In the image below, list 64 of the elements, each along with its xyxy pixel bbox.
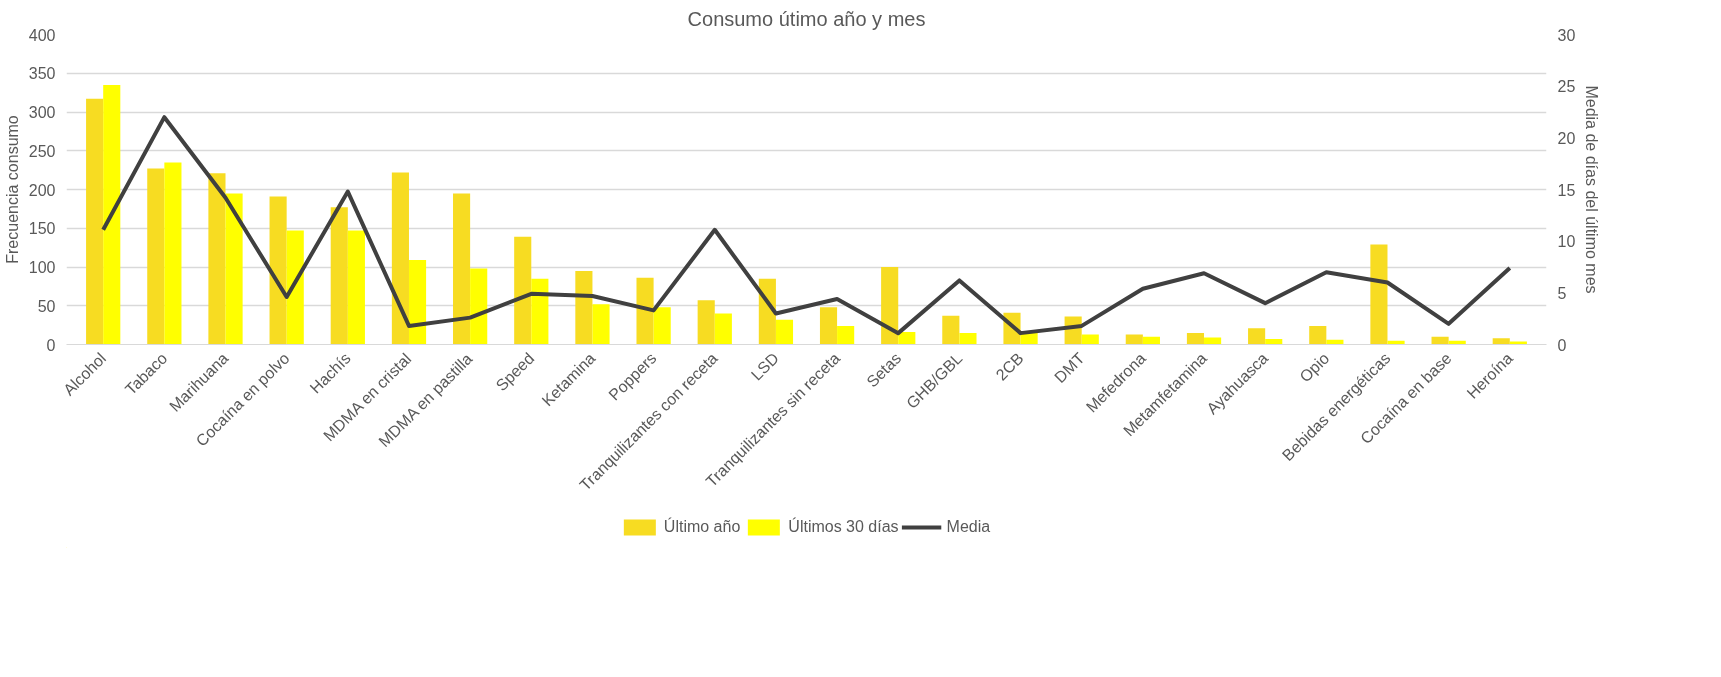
y2-tick-label: 10 (1557, 233, 1576, 251)
y2-tick-label: 30 (1557, 26, 1576, 44)
legend-label: Media (946, 518, 991, 536)
chart-title: Consumo útimo año y mes (687, 7, 926, 30)
bar (1186, 332, 1205, 345)
bar (286, 230, 304, 345)
y2-tick-label: 0 (1557, 336, 1567, 354)
bar (1309, 325, 1327, 345)
bar (653, 307, 671, 345)
bar (470, 268, 488, 345)
bar (391, 172, 409, 345)
bar (898, 332, 916, 345)
bar (592, 304, 610, 345)
bar (164, 162, 182, 345)
bar (636, 277, 654, 345)
bar (775, 319, 794, 345)
bar (1125, 334, 1143, 345)
bar (837, 325, 855, 345)
bar (208, 173, 226, 345)
bar (1509, 341, 1527, 345)
y-tick-label: 400 (28, 26, 56, 44)
bar (347, 230, 365, 345)
bar (225, 193, 243, 345)
y2-tick-label: 20 (1557, 129, 1576, 147)
bar (453, 193, 471, 345)
y-tick-label: 50 (37, 297, 56, 315)
bar (714, 313, 732, 345)
bar (575, 270, 593, 345)
y-tick-label: 200 (28, 181, 56, 199)
bar (330, 207, 348, 345)
bar (1370, 244, 1388, 345)
y-tick-label: 100 (28, 259, 56, 276)
bar (697, 300, 715, 345)
bar (1081, 334, 1099, 345)
bar (514, 236, 532, 345)
legend-label: Último año (663, 518, 741, 536)
x-tick-label: 2CB (992, 349, 1027, 384)
bar (1265, 339, 1283, 345)
y-tick-label: 300 (28, 104, 56, 121)
y-tick-label: 0 (46, 336, 56, 354)
y2-tick-label: 15 (1557, 181, 1576, 199)
y-axis-title: Frecuencia consumo (3, 115, 21, 264)
y-tick-label: 250 (28, 142, 56, 160)
legend-label: Últimos 30 días (788, 518, 899, 536)
y2-axis-title: Media de días del último mes (1583, 85, 1601, 294)
bar (881, 267, 899, 345)
y2-tick-label: 5 (1557, 284, 1567, 302)
y2-tick-label: 25 (1557, 78, 1576, 96)
bar (959, 332, 977, 345)
bar (942, 315, 960, 345)
bar (86, 98, 104, 345)
bar (103, 84, 121, 345)
bar (531, 278, 549, 345)
x-tick-label: Opio (1296, 349, 1333, 386)
bar (1492, 338, 1510, 345)
y-tick-label: 150 (28, 220, 56, 238)
line-series (101, 115, 1512, 336)
y-tick-label: 350 (28, 65, 56, 83)
bar (1248, 328, 1266, 345)
bar (269, 196, 287, 345)
bar (147, 168, 165, 345)
bar (819, 307, 838, 345)
bar (408, 260, 427, 345)
x-tick-label: LSD (747, 349, 782, 384)
